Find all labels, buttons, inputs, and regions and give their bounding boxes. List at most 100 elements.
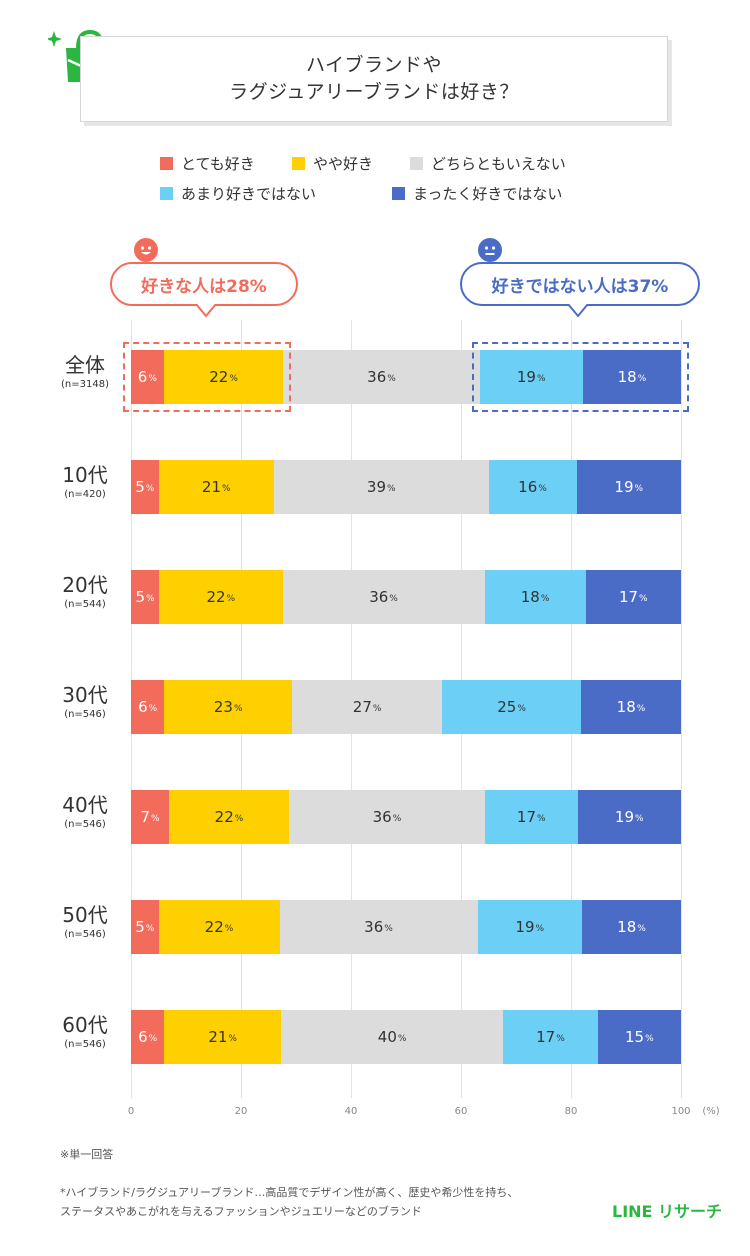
data-label: 27 [352,698,372,716]
data-label-unit: % [635,813,644,824]
dislike-highlight-box [471,342,689,412]
legend-item-somewhat-like: やや好き [292,153,373,174]
bar-segment: 23% [164,680,293,734]
row-label-n: (n=546) [64,709,106,720]
title-line-2: ラグジュアリーブランドは好き？ [229,81,519,103]
like-callout-text: 好きな人は28% [141,276,267,297]
bar-segment: 22% [158,900,280,954]
bar-segment: 36% [288,790,485,844]
data-label: 21 [208,1028,228,1046]
row-label-n: (n=544) [64,599,106,610]
smile-face-icon [134,238,158,262]
bar-segment: 6% [131,350,164,404]
row-label-n: (n=546) [64,929,106,940]
bar-segment: 5% [131,460,159,514]
data-label-unit: % [389,593,398,604]
bar-segment: 16% [488,460,577,514]
row-label: 60代 (n=546) [35,1012,135,1052]
row-label-n: (n=546) [64,819,106,830]
data-label-unit: % [634,483,644,494]
bar-segment: 25% [442,680,581,734]
data-label-unit: % [637,373,647,384]
data-label-unit: % [372,703,382,714]
data-label: 18 [520,588,540,606]
definition-note-line-2: ステータスやあこがれを与えるファッションやジュエリーなどのブランド [60,1205,422,1218]
data-label: 5 [135,588,146,606]
data-label-unit: % [536,373,546,384]
data-label-unit: % [556,1033,565,1044]
bar-segment: 21% [158,460,274,514]
data-label: 36 [369,588,389,606]
data-label-unit: % [222,483,231,494]
chart-title: ハイブランドや ラグジュアリーブランドは好き？ [80,36,668,122]
dislike-callout-text: 好きではない人は37% [491,276,669,297]
bar-segment: 5% [131,900,159,954]
legend-item-very-like: とても好き [160,153,255,174]
data-label-unit: % [148,1033,158,1044]
data-label-unit: % [387,483,396,494]
data-label: 18 [616,698,636,716]
x-tick-label: 100 [671,1106,691,1117]
legend-swatch [160,187,173,200]
gridline [680,320,682,1098]
data-label-unit: % [517,703,526,714]
data-label-unit: % [397,1033,407,1044]
data-label-unit: % [537,813,546,824]
like-highlight-box [123,342,292,412]
data-label-unit: % [145,483,155,494]
definition-note-line-1: *ハイブランド/ラグジュアリーブランド…高品質でデザイン性が高く、歴史や希少性を… [60,1186,519,1199]
data-label-unit: % [148,373,157,384]
line-research-logo: LINE リサーチ [612,1202,723,1221]
data-label: 19 [516,368,536,386]
x-tick-label: 0 [127,1106,135,1117]
data-label: 25 [497,698,517,716]
data-label: 23 [213,698,233,716]
row-label-n: (n=3148) [61,379,109,390]
bar-segment: 6% [131,1010,165,1064]
bar-segment: 19% [576,460,681,514]
data-label: 22 [204,918,224,936]
legend-swatch [410,157,423,170]
data-label: 5 [135,918,145,936]
data-label-unit: % [387,373,396,384]
row-label-name: 60代 [62,1013,108,1037]
data-label: 36 [367,368,387,386]
bar-segment: 17% [503,1010,598,1064]
single-answer-note: ※単一回答 [60,1148,114,1161]
row-label: 20代 (n=544) [35,572,135,612]
data-label: 16 [518,478,538,496]
bar-segment: 36% [282,570,485,624]
bar-segment: 18% [581,680,681,734]
data-label: 19 [614,808,635,826]
like-callout-pointer [196,304,216,318]
x-tick-label: 80 [564,1106,578,1117]
data-label: 6 [138,1028,148,1046]
bar-segment: 15% [597,1010,681,1064]
bar-segment: 18% [484,570,586,624]
data-label: 6 [138,698,148,716]
bar-segment: 39% [274,460,489,514]
legend-item-dislike: まったく好きではない [392,183,562,204]
data-label: 39 [366,478,387,496]
data-label: 22 [206,588,226,606]
x-tick-label: 60 [454,1106,468,1117]
bar-segment: 22% [159,570,283,624]
row-label: 10代 (n=420) [35,462,135,502]
data-label-unit: % [540,593,550,604]
data-label-unit: % [151,813,160,824]
data-label-unit: % [535,923,545,934]
bar-segment: 19% [477,900,582,954]
data-label-unit: % [392,813,402,824]
x-tick-label: 20 [234,1106,248,1117]
row-label-name: 10代 [62,463,108,487]
bar-segment: 17% [585,570,681,624]
data-label-unit: % [226,593,236,604]
neutral-face-icon [478,238,502,262]
bar-segment: 22% [163,350,284,404]
data-label: 18 [617,368,637,386]
row-label-name: 30代 [62,683,108,707]
bar-segment: 36% [283,350,480,404]
legend-swatch [292,157,305,170]
bar-segment: 17% [484,790,578,844]
data-label: 5 [135,478,145,496]
